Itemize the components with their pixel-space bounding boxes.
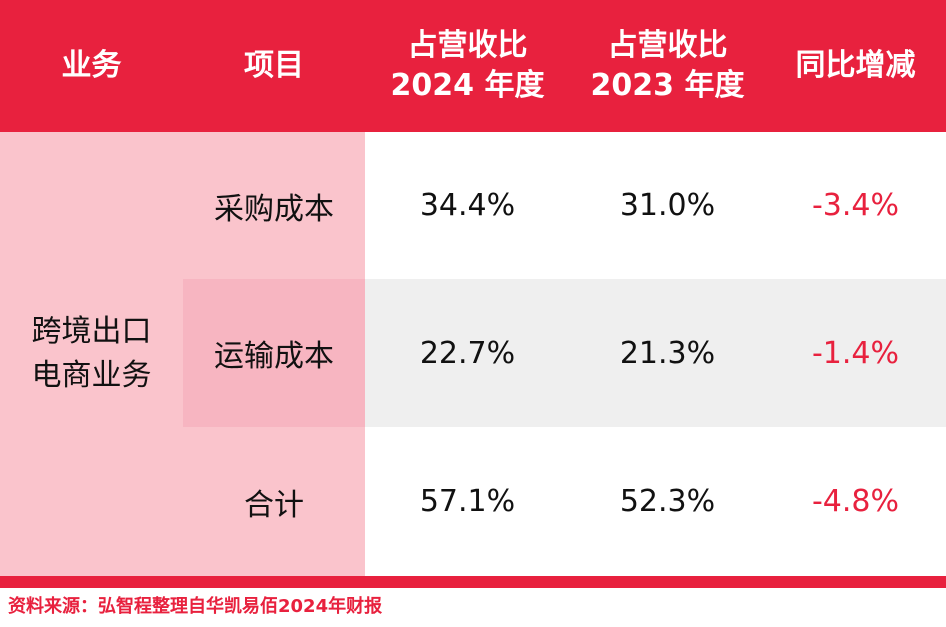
value-yoy: -1.4% bbox=[811, 335, 900, 371]
row-stripe bbox=[365, 279, 946, 427]
item-label: 采购成本 bbox=[214, 191, 334, 227]
table-cell-2023: 31.0% bbox=[570, 132, 765, 279]
table-row-item: 运输成本 bbox=[183, 279, 365, 427]
table-cell-yoy: -4.8% bbox=[765, 427, 946, 576]
table-row-item: 合计 bbox=[183, 427, 365, 576]
header-ratio-2023-line1: 占营收比 bbox=[607, 28, 728, 63]
source-note: 资料来源：弘智程整理自华凯易佰2024年财报 bbox=[8, 596, 383, 617]
header-ratio-2023: 占营收比 2023 年度 bbox=[570, 0, 765, 132]
table-cell-2024: 57.1% bbox=[365, 427, 570, 576]
value-yoy: -4.8% bbox=[811, 484, 900, 519]
header-item: 项目 bbox=[183, 0, 365, 132]
table-cell-2024: 34.4% bbox=[365, 132, 570, 279]
header-ratio-2024: 占营收比 2024 年度 bbox=[365, 0, 570, 132]
value-2024: 34.4% bbox=[419, 188, 516, 223]
header-ratio-2024-line1: 占营收比 bbox=[407, 28, 528, 63]
business-cell: 跨境出口 电商业务 bbox=[0, 132, 183, 576]
header-ratio-2024-line2: 2024 年度 bbox=[390, 68, 545, 103]
table-cell-2024: 22.7% bbox=[365, 279, 570, 427]
item-label: 合计 bbox=[244, 487, 304, 523]
header-item-label: 项目 bbox=[244, 48, 304, 83]
value-2023: 52.3% bbox=[619, 484, 716, 519]
table-bottom-rule bbox=[0, 576, 946, 588]
table-cell-2023: 52.3% bbox=[570, 427, 765, 576]
table-cell-2023: 21.3% bbox=[570, 279, 765, 427]
business-line1: 跨境出口 bbox=[31, 314, 152, 349]
value-2023: 31.0% bbox=[619, 188, 716, 223]
header-ratio-2023-line2: 2023 年度 bbox=[590, 68, 745, 103]
table-cell-yoy: -3.4% bbox=[765, 132, 946, 279]
header-business-label: 业务 bbox=[61, 48, 122, 83]
value-2024: 22.7% bbox=[419, 335, 516, 371]
value-2023: 21.3% bbox=[619, 335, 716, 371]
table-row-item: 采购成本 bbox=[183, 132, 365, 279]
value-2024: 57.1% bbox=[419, 484, 516, 519]
business-line2: 电商业务 bbox=[31, 358, 152, 393]
item-label: 运输成本 bbox=[214, 339, 334, 374]
header-business: 业务 bbox=[0, 0, 183, 132]
header-yoy-label: 同比增减 bbox=[795, 48, 916, 83]
table-cell-yoy: -1.4% bbox=[765, 279, 946, 427]
data-table: 业务 项目 占营收比 2024 年度 占营收比 2023 年度 同比增减 跨境出… bbox=[0, 0, 946, 588]
value-yoy: -3.4% bbox=[811, 188, 900, 223]
header-yoy: 同比增减 bbox=[765, 0, 946, 132]
